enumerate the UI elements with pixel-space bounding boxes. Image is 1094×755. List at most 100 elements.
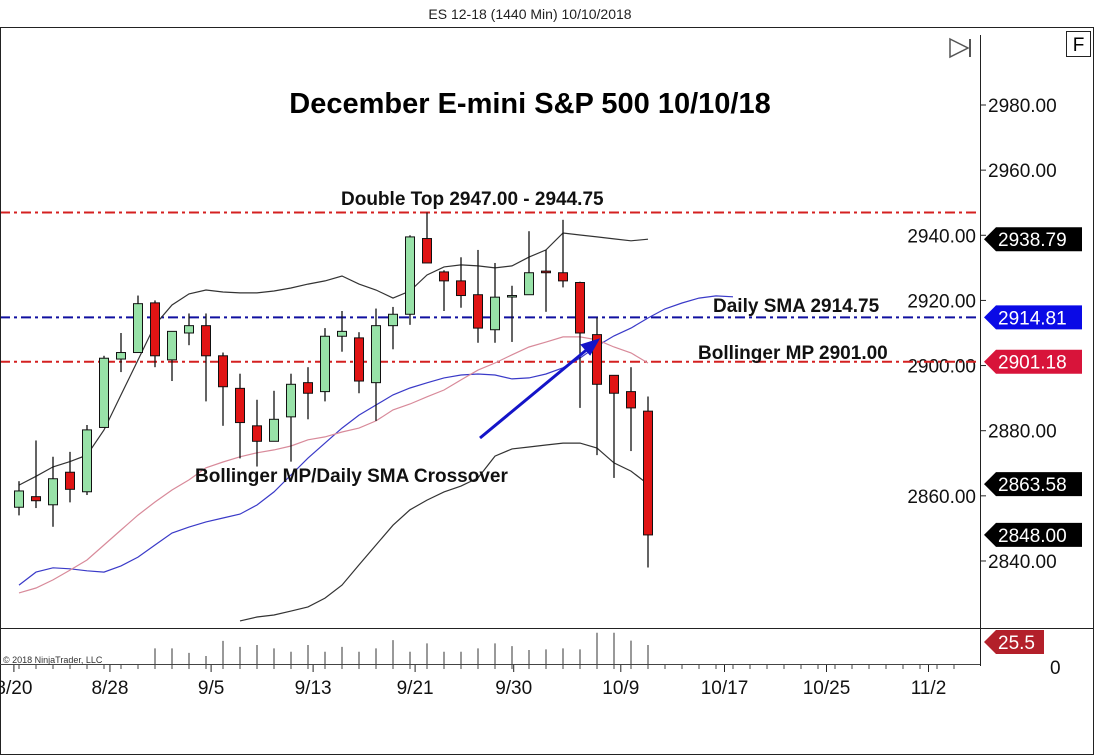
annotation-daily-sma: Daily SMA 2914.75 bbox=[713, 296, 880, 317]
y-tick-label: 2960.00 bbox=[988, 161, 1057, 182]
f-button-label: F bbox=[1073, 35, 1085, 56]
candle-body-up bbox=[269, 418, 279, 442]
candle-body-up bbox=[490, 296, 500, 331]
candle-body-up bbox=[48, 478, 58, 506]
candle bbox=[439, 270, 449, 312]
copyright: © 2018 NinjaTrader, LLC bbox=[3, 655, 103, 665]
candle bbox=[184, 313, 194, 346]
crossover-arrow bbox=[479, 338, 601, 440]
candle bbox=[609, 374, 619, 478]
volume-marker-text: 25.5 bbox=[998, 633, 1035, 654]
volume-zero-label: 0 bbox=[1050, 658, 1061, 679]
candle-body-up bbox=[99, 357, 109, 428]
candle bbox=[303, 367, 313, 420]
candle bbox=[48, 456, 58, 527]
candle-body-down bbox=[150, 302, 160, 357]
price-marker-text: 2901.18 bbox=[998, 353, 1067, 374]
candle-body-down bbox=[439, 271, 449, 282]
candle bbox=[473, 249, 483, 343]
price-marker: 2863.58 bbox=[984, 472, 1082, 497]
candle-body-up bbox=[337, 330, 347, 337]
candle-body-up bbox=[184, 325, 194, 334]
f-button[interactable]: F bbox=[1066, 31, 1091, 57]
play-to-end-icon[interactable] bbox=[949, 37, 971, 59]
x-tick-label: 8/28 bbox=[91, 678, 128, 699]
candle-body-down bbox=[65, 471, 75, 490]
candle-body-down bbox=[252, 425, 262, 442]
candle-body-up bbox=[167, 330, 177, 361]
candle bbox=[456, 257, 466, 308]
candle bbox=[337, 311, 347, 352]
candle-body-up bbox=[371, 325, 381, 384]
candle-body-down bbox=[422, 238, 432, 264]
annotation-crossover: Bollinger MP/Daily SMA Crossover bbox=[195, 466, 508, 487]
y-tick-label: 2920.00 bbox=[907, 291, 976, 312]
candle-body-down bbox=[218, 355, 228, 388]
candle bbox=[592, 317, 602, 456]
candle bbox=[116, 332, 126, 373]
price-marker: 2901.18 bbox=[984, 349, 1082, 374]
y-tick-label: 2880.00 bbox=[988, 422, 1057, 443]
price-marker-text: 2848.00 bbox=[998, 526, 1067, 547]
candle bbox=[252, 399, 262, 467]
candle bbox=[541, 249, 551, 312]
price-marker: 2938.79 bbox=[984, 227, 1082, 252]
candle bbox=[235, 373, 245, 459]
candle-body-up bbox=[320, 335, 330, 393]
candle bbox=[507, 285, 517, 342]
bollinger-lower-line bbox=[239, 442, 649, 622]
candle bbox=[558, 219, 568, 288]
price-marker-text: 2914.81 bbox=[998, 308, 1067, 329]
x-tick-label: 10/25 bbox=[803, 678, 851, 699]
candle bbox=[575, 281, 585, 408]
x-tick-label: 9/13 bbox=[295, 678, 332, 699]
x-tick-label: 9/5 bbox=[198, 678, 224, 699]
x-tick-label: 8/20 bbox=[0, 678, 32, 699]
candle-body-down bbox=[201, 325, 211, 357]
candle bbox=[320, 328, 330, 402]
bollinger-upper-line bbox=[18, 232, 649, 486]
bollinger-middle-line bbox=[18, 336, 649, 594]
candle-body-down bbox=[541, 270, 551, 274]
price-marker: 2848.00 bbox=[984, 522, 1082, 547]
candle bbox=[99, 355, 109, 428]
y-tick-label: 2840.00 bbox=[988, 552, 1057, 573]
candle-body-down bbox=[354, 337, 364, 382]
x-tick-label: 11/2 bbox=[911, 678, 947, 699]
candle bbox=[286, 373, 296, 462]
candle bbox=[82, 425, 92, 496]
candle bbox=[354, 332, 364, 394]
candle-body-up bbox=[82, 429, 92, 493]
y-tick-label: 2980.00 bbox=[988, 96, 1057, 117]
candle bbox=[133, 295, 143, 354]
candle bbox=[14, 481, 24, 516]
candle-body-down bbox=[643, 410, 653, 536]
candle bbox=[524, 231, 534, 296]
x-tick-label: 9/21 bbox=[397, 678, 434, 699]
chart-frame bbox=[0, 27, 1094, 755]
candle bbox=[490, 262, 500, 343]
candle bbox=[405, 235, 415, 325]
y-tick-label: 2900.00 bbox=[907, 357, 976, 378]
candle bbox=[167, 330, 177, 382]
candle bbox=[65, 451, 75, 503]
candle-body-down bbox=[456, 280, 466, 297]
x-tick-label: 10/17 bbox=[701, 678, 749, 699]
candle-body-down bbox=[235, 387, 245, 424]
candle-body-up bbox=[405, 236, 415, 315]
candle-body-up bbox=[388, 313, 398, 327]
candle bbox=[31, 440, 41, 509]
window-title: ES 12-18 (1440 Min) 10/10/2018 bbox=[428, 6, 631, 22]
candle-body-down bbox=[609, 374, 619, 394]
chart-title: December E-mini S&P 500 10/10/18 bbox=[289, 88, 770, 120]
candle-body-up bbox=[133, 303, 143, 354]
annotation-double-top: Double Top 2947.00 - 2944.75 bbox=[341, 189, 604, 210]
candle-body-up bbox=[14, 490, 24, 508]
candle bbox=[643, 396, 653, 568]
candle-body-up bbox=[116, 352, 126, 360]
x-tick-label: 9/30 bbox=[495, 678, 532, 699]
y-tick-label: 2940.00 bbox=[907, 226, 976, 247]
candle-body-down bbox=[558, 272, 568, 282]
candle bbox=[388, 306, 398, 350]
